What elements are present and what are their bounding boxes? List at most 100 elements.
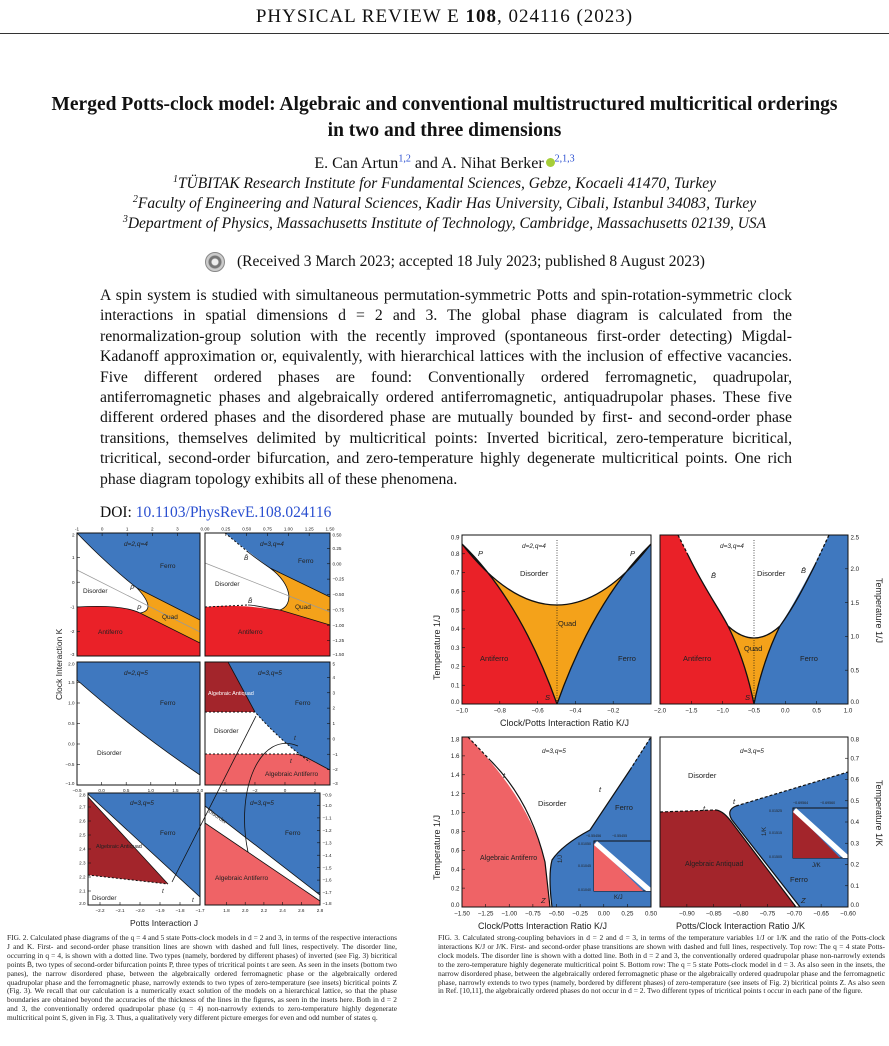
x-tick-label: −0.90 xyxy=(679,911,695,918)
phase-label: Ferro xyxy=(160,563,176,570)
phase-label: Disorder xyxy=(215,581,240,588)
point-label: t xyxy=(162,888,165,895)
y-tick-label: 0.5 xyxy=(851,667,860,674)
y-tick-label: −3 xyxy=(333,781,339,786)
x-tick-label: −1.00 xyxy=(501,911,517,918)
y-tick-label: 0.8 xyxy=(451,551,460,558)
x-tick-label: 2.6 xyxy=(298,908,305,913)
y-tick-label: -1 xyxy=(70,604,75,609)
region-ferro xyxy=(228,662,330,770)
phase-label: Disorder xyxy=(214,728,239,735)
caption-label: FIG. 3. xyxy=(438,933,460,942)
x-tick-label: −0.4 xyxy=(569,708,582,715)
author-affil[interactable]: 2,1,3 xyxy=(554,153,575,165)
author-join: and xyxy=(410,155,442,172)
inset-xlabel: J/K xyxy=(812,863,821,869)
inset-arrows xyxy=(171,715,299,883)
affil-num: 2 xyxy=(132,193,138,205)
y-tick-label: -2 xyxy=(70,629,75,634)
author-name[interactable]: E. Can Artun xyxy=(314,155,399,172)
y-tick-label: 0.2 xyxy=(851,862,860,869)
doi-link[interactable]: 10.1103/PhysRevE.108.024116 xyxy=(135,504,332,522)
figure-2: d=2,q=4 Ferro Disorder Quad Antiferro P … xyxy=(54,527,345,929)
inset-kj-ticks: −0.55456 −0.55455 0.01050 0.01045 0.0104… xyxy=(558,834,627,901)
y-tick-label: 0.4 xyxy=(451,866,460,873)
x-tick-label: 0.25 xyxy=(221,527,230,532)
x-tick-label: 0.00 xyxy=(598,911,611,918)
y-tick-label: 0.4 xyxy=(451,626,460,633)
x-tick-label: −2.1 xyxy=(115,908,125,913)
y-tick-label: 1.2 xyxy=(451,791,460,798)
point-label: Z xyxy=(540,896,546,905)
title-line-1: Merged Potts-clock model: Algebraic and … xyxy=(51,94,838,115)
x-tick-label: 3 xyxy=(176,527,179,532)
x-tick-label: 1.8 xyxy=(223,908,230,913)
y-tick-label: 1 xyxy=(333,721,336,726)
x-tick-label: −2.0 xyxy=(135,908,145,913)
x-tick-label: −1.7 xyxy=(195,908,205,913)
x-tick-label: 0.0 xyxy=(781,708,790,715)
author-affil[interactable]: 1,2 xyxy=(398,153,411,165)
inset-xlabel: K/J xyxy=(614,895,623,901)
phase-label: Ferro xyxy=(800,654,818,663)
phase-label: Ferro xyxy=(618,654,636,663)
fig3-panel-a xyxy=(461,535,652,705)
x-tick-label: −0.8 xyxy=(494,708,507,715)
point-label: P xyxy=(478,549,483,558)
y-tick-label: 1.0 xyxy=(851,634,860,641)
region-alg-antiferro xyxy=(205,823,320,905)
x-tick-label: −1.5 xyxy=(685,708,698,715)
point-label: P xyxy=(130,585,135,592)
orcid-icon[interactable] xyxy=(545,158,555,167)
y-tick-label: −1 xyxy=(333,752,339,757)
x-tick-label: 2.2 xyxy=(261,908,268,913)
x-axis-label: Potts/Clock Interaction Ratio J/K xyxy=(676,921,805,931)
x-tick-label: 1.0 xyxy=(844,708,853,715)
fig2-panel-mr xyxy=(205,661,331,785)
y-tick-label: 0.00 xyxy=(333,561,342,566)
phase-label: Quad xyxy=(162,614,178,621)
panel-title: d=3,q=4 xyxy=(720,543,744,550)
affil-num: 3 xyxy=(122,213,128,225)
point-label: P xyxy=(137,605,142,612)
affiliation: 1TÜBITAK Research Institute for Fundamen… xyxy=(0,174,889,194)
region-antiferro xyxy=(462,544,557,704)
phase-label: Ferro xyxy=(615,803,633,812)
region-antiferro xyxy=(77,606,200,656)
phase-label: Ferro xyxy=(298,558,314,565)
region-antiquad xyxy=(205,662,255,712)
x-tick-label: 0.25 xyxy=(621,911,634,918)
phase-label: Ferro xyxy=(160,700,176,707)
y-tick-label: 0.6 xyxy=(451,848,460,855)
check-for-updates-icon[interactable] xyxy=(205,252,225,272)
panel-title: d=3,q=5 xyxy=(258,670,282,677)
y-tick-label: 1.5 xyxy=(68,680,75,685)
point-label: t xyxy=(503,771,506,780)
x-tick-label: 1.0 xyxy=(148,788,155,793)
region-antiferro xyxy=(205,605,330,656)
y-tick-label: −2 xyxy=(333,767,339,772)
x-tick-label: −0.5 xyxy=(72,788,82,793)
phase-label: Ferro xyxy=(160,830,176,837)
y-tick-label: 0 xyxy=(72,580,75,585)
panel-title: d=3,q=5 xyxy=(130,800,154,807)
caption-text: Calculated strong-coupling behaviors in … xyxy=(438,933,885,996)
region-alg-antiferro xyxy=(205,754,330,785)
x-tick-label: −4 xyxy=(222,788,228,793)
phase-label: Algebraic Antiquad xyxy=(685,861,743,868)
author-name[interactable]: A. Nihat Berker xyxy=(441,155,544,172)
y-tick-label: 2.5 xyxy=(79,833,86,838)
inset-tick: 0.01515 xyxy=(769,831,782,835)
inset-tick: −0.69560 xyxy=(820,801,835,805)
point-label: t xyxy=(192,897,195,904)
phase-label: Antiferro xyxy=(683,654,711,663)
phase-label: Quad xyxy=(558,619,576,628)
panel-title: d=3,q=4 xyxy=(260,541,284,548)
y-tick-label: 1 xyxy=(72,555,75,560)
phase-label: Algebraic Antiferro xyxy=(480,855,537,862)
point-label: t xyxy=(599,785,602,794)
region-ferro xyxy=(754,535,848,704)
x-tick-label: 2.0 xyxy=(197,788,204,793)
panel-frame xyxy=(461,534,652,705)
y-tick-label: 2.5 xyxy=(851,535,860,542)
